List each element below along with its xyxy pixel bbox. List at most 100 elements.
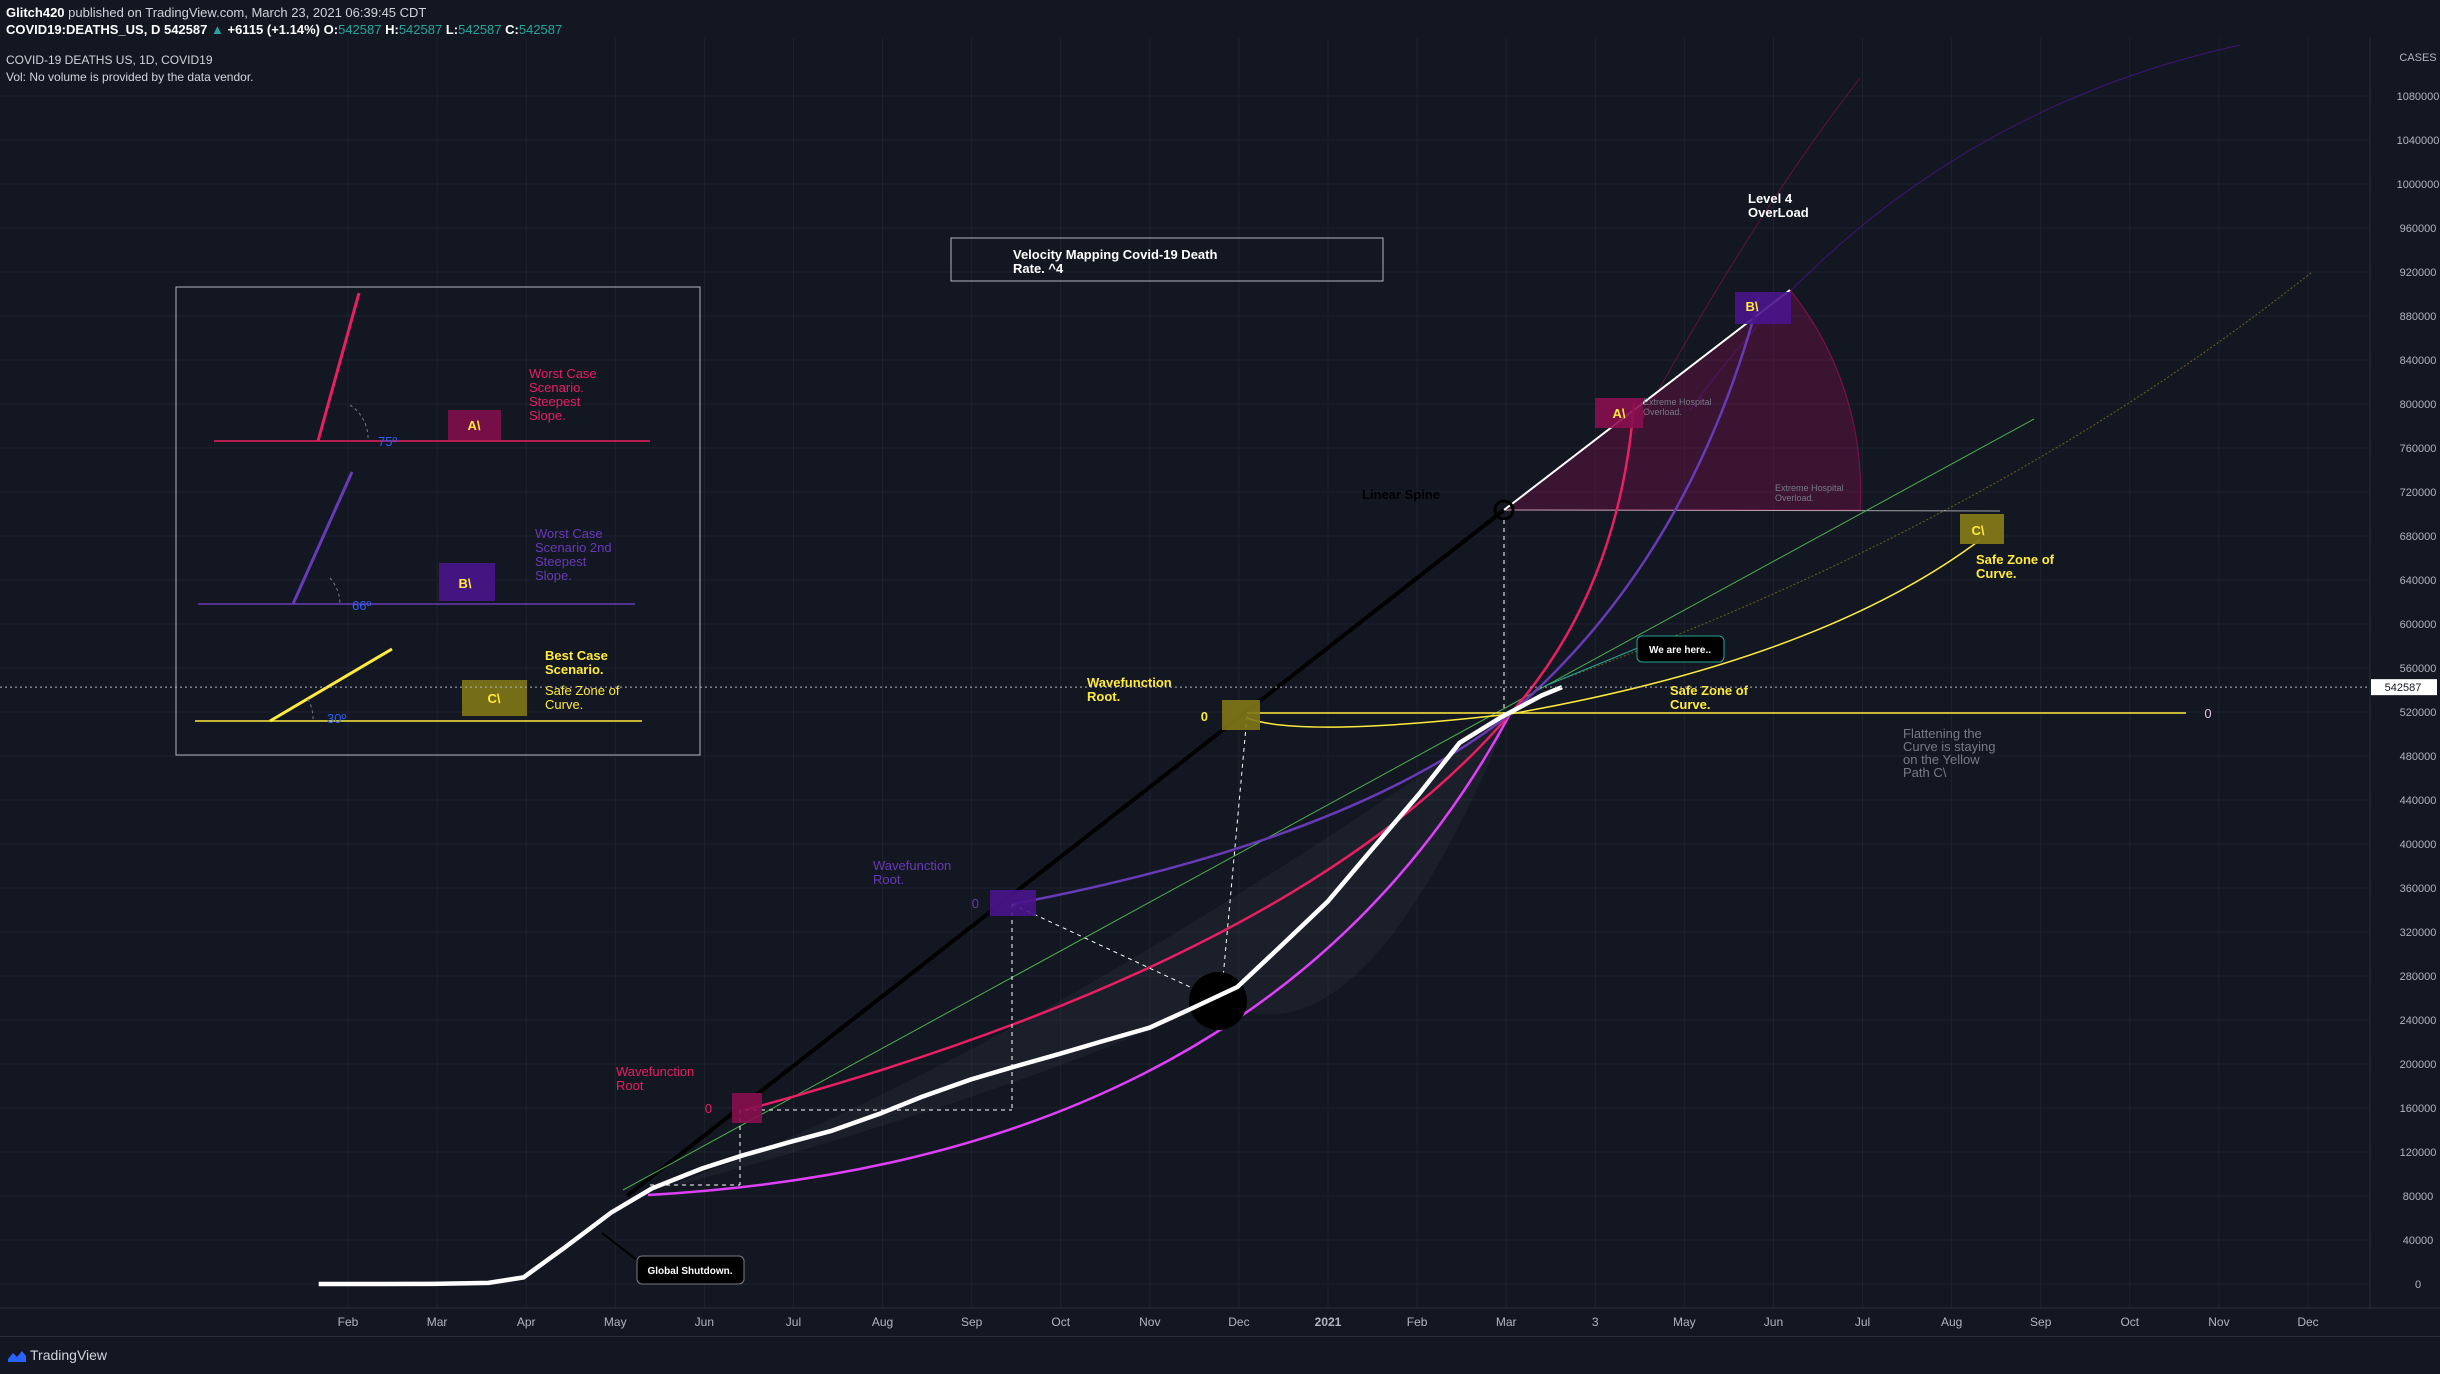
linear-spine-node xyxy=(1493,499,1515,521)
title-box[interactable]: Velocity Mapping Covid-19 Death Rate. ^4 xyxy=(950,237,1384,282)
title-line-2: Rate. ^4 xyxy=(1013,261,1064,276)
faint-curve-outer-b xyxy=(1689,44,2241,411)
root-marker-a xyxy=(732,1093,762,1123)
x-tick-label: Mar xyxy=(1496,1315,1517,1329)
curve-c xyxy=(1246,539,1981,728)
x-tick-label: Oct xyxy=(1051,1315,1070,1329)
legend-title[interactable]: COVID-19 DEATHS US, 1D, COVID19 xyxy=(6,53,213,67)
last-price-tag-label: 542587 xyxy=(2385,682,2422,694)
publisher-name[interactable]: Glitch420 xyxy=(6,5,65,20)
legend-box-b-label: B\ xyxy=(459,576,472,591)
legend-text-b-1: Worst Case xyxy=(535,526,603,541)
y-tick-label: 320000 xyxy=(2400,927,2437,939)
root-c-label-2: Root. xyxy=(1087,689,1120,704)
level4-line-2: OverLoad xyxy=(1748,205,1809,220)
y-tick-label: 880000 xyxy=(2400,311,2437,323)
y-tick-label: 840000 xyxy=(2400,355,2437,367)
we-are-here-callout[interactable]: We are here.. xyxy=(1636,635,1725,663)
inflection-marker xyxy=(1189,972,1247,1030)
root-b-label-2: Root. xyxy=(873,872,904,887)
change-value: +6115 (+1.14%) xyxy=(227,22,321,37)
linear-spine-label: Linear Spine xyxy=(1362,487,1440,502)
time-axis[interactable]: Feb Mar Apr May Jun Jul Aug Sep Oct Nov Dec 2021 Feb… xyxy=(338,1315,2319,1329)
legend-box-c xyxy=(462,680,527,716)
y-tick-label: 1040000 xyxy=(2397,135,2440,147)
box-c xyxy=(1960,514,2004,544)
curve-a xyxy=(744,401,1636,1112)
x-tick-label: Aug xyxy=(872,1315,893,1329)
root-c-zero: 0 xyxy=(1201,709,1208,724)
legend-box-a-label: A\ xyxy=(468,418,481,433)
x-tick-label: Sep xyxy=(2030,1315,2052,1329)
x-tick-label: Dec xyxy=(1228,1315,1249,1329)
tradingview-logo-icon xyxy=(8,1351,26,1363)
extreme-b-1: Extreme Hospital xyxy=(1775,483,1844,493)
safe-zone-1: Safe Zone of xyxy=(1670,683,1749,698)
green-trend-line xyxy=(622,418,2035,1191)
chart-canvas[interactable]: 0 40000 80000 120000 160000 200000 240000 28000… xyxy=(0,0,2440,1336)
brand-name: TradingView xyxy=(30,1347,108,1363)
legend-angle-c: 30º xyxy=(327,711,346,726)
low-value: 542587 xyxy=(458,22,502,37)
y-tick-label: 80000 xyxy=(2403,1191,2434,1203)
safe-zone-2: Curve. xyxy=(1670,697,1710,712)
y-tick-label: 400000 xyxy=(2400,839,2437,851)
legend-text-c-4: Curve. xyxy=(545,697,583,712)
legend-text-a-4: Slope. xyxy=(529,408,566,423)
legend-slope-b xyxy=(291,471,354,605)
y-tick-label: 480000 xyxy=(2400,751,2437,763)
shutdown-pointer xyxy=(601,1232,638,1261)
published-text: published on TradingView.com, March 23, … xyxy=(68,5,427,20)
flatten-1: Flattening the xyxy=(1903,726,1982,741)
root-a-label-1: Wavefunction xyxy=(616,1064,694,1079)
legend-angle-b: 66º xyxy=(352,598,371,613)
last-value: 542587 xyxy=(163,22,208,37)
drawings[interactable]: Linear Spine 0 Wavefunction Roo xyxy=(318,44,2313,1287)
legend-text-c-1: Best Case xyxy=(545,648,608,663)
y-tick-label: 280000 xyxy=(2400,971,2437,983)
flatten-4: Path C\ xyxy=(1903,765,1947,780)
box-c-label: C\ xyxy=(1972,523,1985,538)
chart-header: Glitch420 published on TradingView.com, … xyxy=(0,0,2440,38)
legend-box-b xyxy=(439,563,495,601)
x-tick-label: Dec xyxy=(2297,1315,2318,1329)
safe-zone-right-1: Safe Zone of xyxy=(1976,552,2055,567)
x-tick-label: Apr xyxy=(517,1315,536,1329)
legend-text-a-3: Steepest xyxy=(529,394,581,409)
legend-text-b-4: Slope. xyxy=(535,568,572,583)
scenario-legend-box: 75º A\ Worst Case Scenario. Steepest Slo… xyxy=(175,286,701,756)
y-tick-label: 640000 xyxy=(2400,575,2437,587)
linear-spine-upper xyxy=(1503,289,1791,511)
root-marker-c xyxy=(1222,700,1260,730)
open-value: 542587 xyxy=(338,22,382,37)
x-tick-label: Jul xyxy=(786,1315,801,1329)
legend-text-a-2: Scenario. xyxy=(529,380,584,395)
symbol-name[interactable]: COVID19:DEATHS_US, D xyxy=(6,22,161,37)
price-axis[interactable]: 0 40000 80000 120000 160000 200000 240000 28000… xyxy=(2397,91,2440,1291)
legend-text-b-2: Scenario 2nd xyxy=(535,540,612,555)
root-marker-b xyxy=(990,890,1036,916)
legend-text-a-1: Worst Case xyxy=(529,366,597,381)
level4-line-1: Level 4 xyxy=(1748,191,1793,206)
we-are-here-text: We are here.. xyxy=(1649,645,1711,656)
footer: TradingView xyxy=(0,1336,2440,1374)
x-tick-label: Jul xyxy=(1855,1315,1870,1329)
global-shutdown-callout[interactable]: Global Shutdown. xyxy=(601,1232,745,1285)
extreme-b-2: Overload. xyxy=(1775,493,1814,503)
tradingview-brand[interactable]: TradingView xyxy=(8,1347,107,1363)
y-tick-label: 920000 xyxy=(2400,267,2437,279)
high-label: H: xyxy=(385,22,399,37)
deaths-series-line[interactable] xyxy=(318,685,1563,1287)
we-are-here-box xyxy=(1636,635,1725,663)
x-tick-label: Nov xyxy=(2208,1315,2229,1329)
faint-curve-outer-a xyxy=(1633,77,1861,436)
magenta-curve xyxy=(647,713,1512,1197)
series-legend: COVID-19 DEATHS US, 1D, COVID19 Vol: No … xyxy=(6,52,253,86)
yellow-end-zero: 0 xyxy=(2204,706,2211,721)
y-tick-label: 440000 xyxy=(2400,795,2437,807)
high-value: 542587 xyxy=(398,22,443,37)
close-label: C: xyxy=(505,22,519,37)
root-c-label-1: Wavefunction xyxy=(1087,675,1172,690)
x-tick-label: Nov xyxy=(1139,1315,1160,1329)
symbol-info: COVID19:DEATHS_US, D 542587 ▲ +6115 (+1.… xyxy=(6,22,562,37)
